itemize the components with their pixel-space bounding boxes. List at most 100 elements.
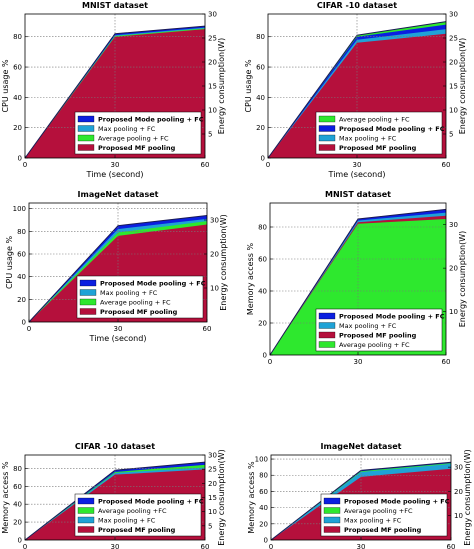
y2-tick-label: 10	[208, 107, 217, 115]
y-tick-label: 40	[258, 288, 267, 296]
legend-box	[320, 493, 448, 537]
y-tick-label: 0	[22, 319, 26, 327]
x-axis-label: Time (second)	[89, 334, 147, 343]
y-tick-label: 20	[13, 519, 22, 527]
y-tick-label: 100	[13, 205, 26, 213]
y2-axis-label: Energy consumption(W)	[217, 38, 226, 135]
y2-tick-label: 15	[449, 83, 458, 91]
legend-label: Max pooling + FC	[344, 517, 402, 525]
x-axis-label: Time (second)	[328, 170, 386, 179]
x-tick-label: 60	[203, 325, 212, 333]
legend-swatch	[318, 144, 336, 151]
legend-swatch	[77, 507, 95, 514]
y-tick-label: 80	[259, 472, 268, 480]
y2-tick-label: 20	[208, 59, 217, 67]
y2-tick-label: 10	[210, 285, 219, 293]
y-tick-label: 80	[13, 33, 22, 41]
legend-label: Average pooling +FC	[98, 507, 167, 515]
y-tick-label: 20	[17, 296, 26, 304]
y-tick-label: 20	[259, 520, 268, 528]
legend-label: Max pooling + FC	[339, 135, 397, 143]
chart-title: MNIST dataset	[82, 1, 148, 10]
x-tick-label: 30	[111, 543, 120, 549]
legend-swatch	[77, 516, 95, 524]
y2-tick-label: 20	[454, 488, 463, 496]
legend-label: Proposed MF pooling	[98, 526, 176, 534]
y2-tick-label: 30	[210, 217, 219, 225]
x-tick-label: 60	[442, 358, 451, 366]
y2-tick-label: 5	[208, 131, 212, 139]
y-tick-label: 40	[17, 273, 26, 281]
legend-box	[74, 493, 202, 537]
y-axis-label: Memory access %	[246, 243, 255, 316]
x-tick-label: 0	[23, 161, 27, 169]
y2-tick-label: 20	[449, 265, 458, 273]
chart-title: CIFAR -10 dataset	[75, 442, 155, 451]
legend-label: Proposed Mode pooling + FC	[344, 498, 450, 506]
y2-tick-label: 25	[449, 35, 458, 43]
x-tick-label: 0	[269, 543, 273, 549]
chart-title: CIFAR -10 dataset	[317, 1, 397, 10]
chart-panel-6: ImageNet dataset 0 30 60 0 20 40 60 80 100 10 20 30 M…	[247, 442, 472, 549]
y-tick-label: 0	[263, 352, 267, 360]
x-tick-label: 0	[23, 543, 27, 549]
y-tick-label: 60	[13, 64, 22, 72]
x-tick-label: 30	[111, 161, 120, 169]
legend-swatch	[79, 308, 97, 315]
y-axis-label: CPU usage %	[244, 59, 253, 112]
x-tick-label: 30	[353, 161, 362, 169]
legend-swatch	[318, 125, 336, 132]
y2-tick-label: 10	[208, 508, 217, 516]
y2-tick-label: 25	[208, 466, 217, 474]
legend-swatch	[323, 526, 341, 533]
y-axis-label: Memory access %	[247, 461, 256, 534]
legend-swatch	[323, 516, 341, 524]
legend-swatch	[79, 298, 97, 306]
x-tick-label: 0	[27, 325, 31, 333]
chart-panel-5: CIFAR -10 dataset 0 30 60 0 20 40 60 80 5 10 15 20 25…	[1, 442, 226, 549]
y-tick-label: 0	[261, 155, 265, 163]
legend-label: Average pooling + FC	[98, 135, 169, 143]
y2-tick-label: 30	[449, 221, 458, 229]
legend-label: Proposed Mode pooling + FC	[98, 116, 204, 124]
y-tick-label: 0	[18, 537, 22, 545]
y2-tick-label: 25	[208, 35, 217, 43]
chart-panel-2: CIFAR -10 dataset 0 30 60 0 20 40 60 80 5 10 15 20 25…	[244, 1, 467, 179]
legend-box	[76, 275, 204, 319]
legend-box	[315, 111, 443, 155]
legend-label: Proposed MF pooling	[100, 308, 178, 316]
legend-swatch	[79, 279, 97, 287]
legend-label: Proposed Mode pooling + FC	[100, 280, 206, 288]
y-tick-label: 60	[259, 488, 268, 496]
y2-tick-label: 15	[208, 83, 217, 91]
legend-label: Average pooling + FC	[339, 341, 410, 349]
chart-title: MNIST dataset	[325, 190, 391, 199]
y2-axis-label: Energy consumption(W)	[217, 449, 226, 546]
legend-label: Max pooling + FC	[100, 289, 158, 297]
y-tick-label: 60	[258, 256, 267, 264]
series-outline	[24, 25, 206, 159]
legend-swatch	[323, 497, 341, 505]
y-tick-label: 100	[255, 456, 268, 464]
legend-box	[74, 111, 202, 155]
y2-tick-label: 10	[449, 107, 458, 115]
legend-label: Proposed MF pooling	[98, 144, 176, 152]
legend-swatch	[318, 322, 336, 329]
legend-swatch	[77, 497, 95, 505]
chart-title: ImageNet dataset	[78, 190, 159, 199]
y2-tick-label: 20	[210, 251, 219, 259]
legend-swatch	[323, 507, 341, 514]
legend-swatch	[77, 144, 95, 151]
legend-swatch	[77, 125, 95, 132]
legend-label: Average pooling + FC	[339, 116, 410, 124]
x-tick-label: 30	[114, 325, 123, 333]
y-tick-label: 60	[17, 251, 26, 259]
y2-tick-label: 5	[449, 131, 453, 139]
